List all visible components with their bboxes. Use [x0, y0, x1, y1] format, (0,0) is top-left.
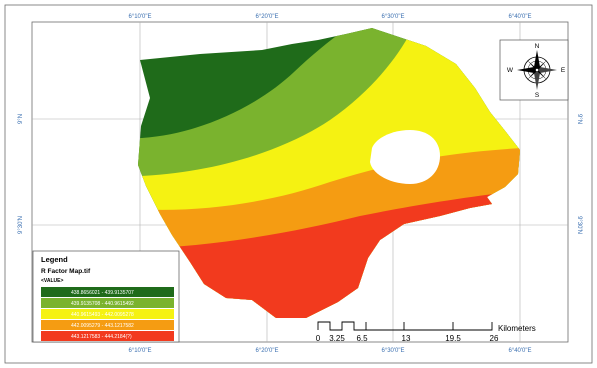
legend-title: Legend	[41, 255, 68, 264]
right-tick-2: 9°30'N	[576, 216, 582, 234]
top-tick-1: 6°10'0"E	[128, 14, 151, 20]
scale-label-4: 19.5	[445, 334, 461, 343]
left-tick-1: 9°N	[18, 114, 24, 124]
scale-label-3: 13	[402, 334, 411, 343]
bottom-tick-1: 6°10'0"E	[128, 348, 151, 354]
compass-rose-icon	[517, 50, 557, 90]
legend-field-name: <VALUE>	[41, 278, 63, 284]
legend-classes: 438.8656021 - 439.9135707 439.9135708 - 4…	[41, 287, 174, 341]
legend-class-label-3: 440.9615493 - 442.0095278	[71, 312, 134, 318]
top-tick-labels: 6°10'0"E 6°20'0"E 6°30'0"E 6°40'0"E	[128, 14, 531, 20]
scale-label-5: 26	[490, 334, 499, 343]
legend-class-label-4: 442.0095279 - 443.1217582	[71, 323, 134, 329]
legend-class-swatch-1	[41, 287, 174, 297]
top-tick-4: 6°40'0"E	[508, 14, 531, 20]
excluded-area	[370, 130, 440, 184]
top-tick-3: 6°30'0"E	[381, 14, 404, 20]
legend-class-label-5: 443.1217583 - 444.2184(?)	[71, 334, 132, 340]
bottom-tick-3: 6°30'0"E	[381, 348, 404, 354]
map-frame-outer	[4, 4, 593, 364]
compass-n-label: N	[535, 43, 540, 50]
scale-unit-label: Kilometers	[498, 324, 536, 333]
left-tick-2: 9°30'N	[18, 216, 24, 234]
scale-label-1: 3.25	[329, 334, 345, 343]
legend-class-swatch-2	[41, 298, 174, 308]
legend: Legend R Factor Map.tif <VALUE> 438.8656…	[32, 250, 180, 343]
compass-s-label: S	[535, 92, 540, 99]
scale-bar-graduation	[317, 321, 493, 331]
legend-layer-name: R Factor Map.tif	[41, 268, 91, 275]
bottom-tick-labels: 6°10'0"E 6°20'0"E 6°30'0"E 6°40'0"E	[128, 348, 531, 354]
legend-class-swatch-5	[41, 331, 174, 341]
scale-bar: 0 3.25 6.5 13 19.5 26 Kilometers	[316, 321, 536, 343]
bottom-tick-2: 6°20'0"E	[255, 348, 278, 354]
legend-class-swatch-4	[41, 320, 174, 330]
left-tick-labels: 9°N 9°30'N	[18, 114, 24, 234]
north-arrow: N S E W	[499, 39, 569, 101]
right-tick-labels: 9°N 9°30'N	[576, 114, 582, 234]
bottom-tick-4: 6°40'0"E	[508, 348, 531, 354]
legend-class-label-1: 438.8656021 - 439.9135707	[71, 290, 134, 296]
compass-w-label: W	[507, 67, 514, 74]
legend-class-swatch-3	[41, 309, 174, 319]
top-tick-2: 6°20'0"E	[255, 14, 278, 20]
legend-class-label-2: 439.9135708 - 440.9615492	[71, 301, 134, 307]
compass-e-label: E	[561, 67, 566, 74]
scale-label-0: 0	[316, 334, 321, 343]
scale-label-2: 6.5	[356, 334, 368, 343]
right-tick-1: 9°N	[576, 114, 582, 124]
